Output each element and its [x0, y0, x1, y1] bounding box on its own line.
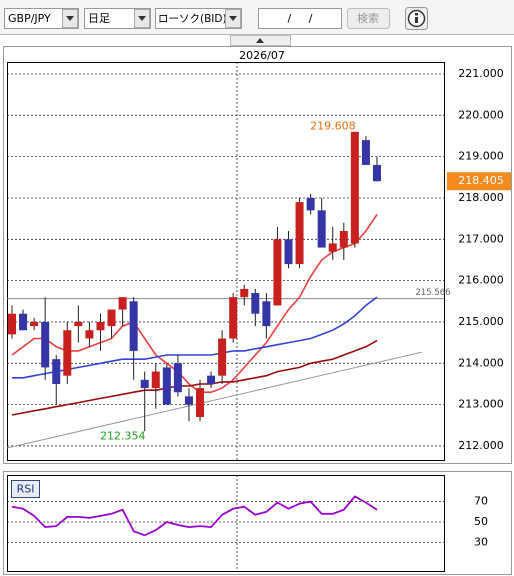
info-icon-dot: [415, 13, 418, 16]
candle-body: [273, 239, 282, 306]
high-annotation: 219.608: [310, 120, 356, 133]
rsi-title: RSI: [17, 483, 35, 496]
rsi-line: [11, 495, 378, 537]
candle-body: [151, 371, 160, 389]
candle-body: [162, 367, 171, 405]
y-tick-label: 216.000: [458, 274, 504, 287]
price-marker: [447, 172, 511, 191]
y-tick-label: 221.000: [458, 67, 504, 80]
candle-body: [251, 293, 260, 314]
candle-body: [284, 239, 293, 265]
rsi-label-box: [11, 480, 40, 498]
price-label: 218.405: [458, 174, 504, 187]
candle-body: [317, 210, 326, 248]
candle-body: [8, 313, 16, 335]
main-plot-frame: [7, 62, 445, 461]
candle-body: [207, 375, 216, 384]
candle-body: [306, 197, 315, 211]
symbol-text: GBP/JPY: [8, 12, 51, 25]
y-tick-label: 214.000: [458, 356, 504, 369]
candle-body: [372, 164, 381, 182]
candle-body: [350, 131, 359, 244]
candle-body: [218, 338, 227, 376]
candle-body: [140, 379, 149, 389]
candle-body: [107, 309, 116, 327]
candle-body: [361, 140, 370, 165]
y-tick-label: 219.000: [458, 150, 504, 163]
y-tick-label: 212.000: [458, 439, 504, 452]
candle-body: [129, 301, 138, 351]
candle-body: [173, 363, 182, 393]
candle-body: [229, 297, 238, 339]
candle-body: [262, 301, 271, 327]
candle-body: [339, 231, 348, 248]
trendline: [6, 351, 423, 449]
low-annotation: 212.354: [100, 429, 146, 442]
candle-body: [196, 388, 205, 418]
candle-body: [52, 359, 61, 384]
candle-body: [240, 288, 249, 298]
moving-average: [12, 296, 378, 379]
date-label: 2026/07: [239, 49, 285, 62]
dropdown-arrow: [138, 16, 146, 21]
candle-body: [85, 330, 94, 339]
candle-body: [295, 202, 304, 265]
y-tick-label: 30: [474, 535, 488, 548]
y-tick-label: 217.000: [458, 232, 504, 245]
main-panel: [3, 46, 512, 464]
period-text: 日足: [88, 12, 110, 25]
symbol-select[interactable]: [4, 8, 79, 29]
reference-label: 215.566: [415, 288, 450, 298]
search-text: 検索: [357, 11, 379, 25]
collapse-arrow: [256, 38, 264, 43]
rsi-panel: [3, 471, 512, 575]
date-input[interactable]: [258, 8, 342, 29]
date-text: / /: [288, 12, 313, 25]
chart-kind-select[interactable]: [155, 8, 242, 29]
candle-body: [328, 243, 337, 252]
y-tick-label: 213.000: [458, 398, 504, 411]
y-tick-label: 70: [474, 495, 488, 508]
rsi-plot-frame: [7, 475, 445, 572]
candle-body: [19, 313, 28, 331]
y-tick-label: 218.000: [458, 191, 504, 204]
moving-average: [11, 214, 378, 393]
candle-body: [118, 297, 127, 310]
y-tick-label: 50: [474, 515, 488, 528]
y-tick-label: 220.000: [458, 108, 504, 121]
search-button[interactable]: [347, 8, 390, 29]
candle-body: [184, 396, 193, 405]
chart-kind-text: ローソク(BID): [158, 13, 227, 25]
candle-body: [41, 321, 50, 368]
y-tick-label: 215.000: [458, 315, 504, 328]
candle-body: [63, 330, 72, 376]
dropdown-arrow: [66, 16, 74, 21]
info-icon-bar: [415, 17, 418, 23]
candle-body: [74, 321, 83, 327]
moving-average: [11, 339, 378, 416]
candle-body: [30, 321, 39, 327]
candle-body: [96, 321, 105, 331]
dropdown-arrow: [229, 16, 237, 21]
